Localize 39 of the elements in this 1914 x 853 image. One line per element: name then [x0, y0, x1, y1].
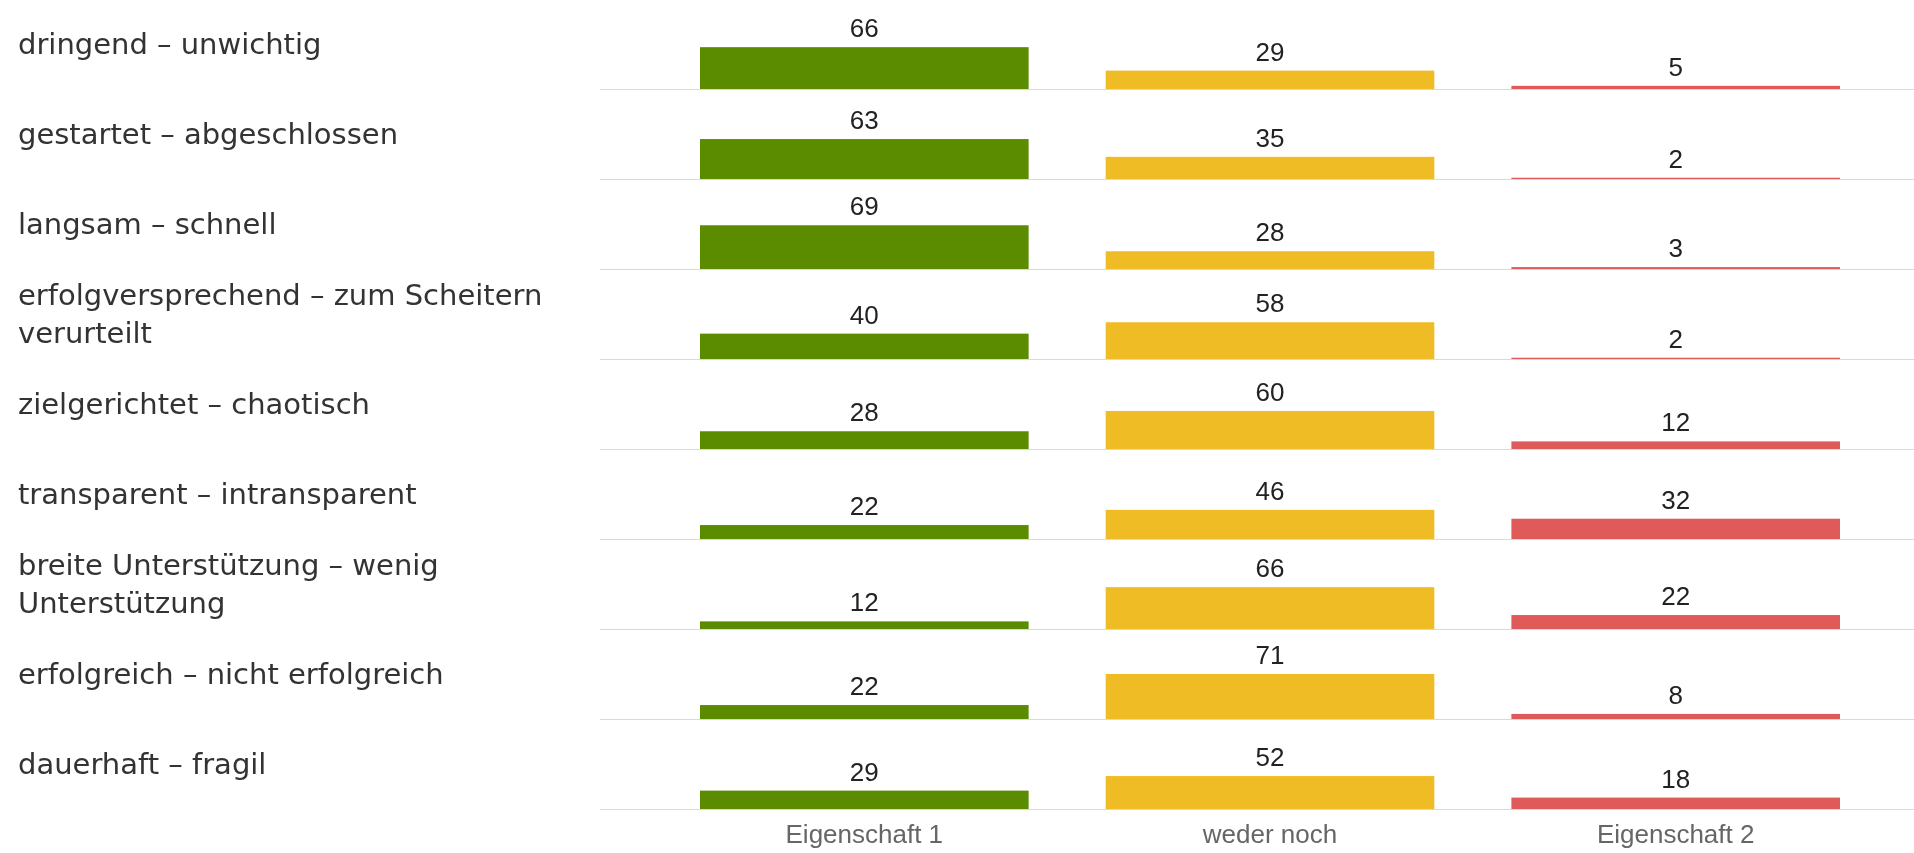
y-axis-title: erfolgreich – nicht erfolgreich	[18, 657, 444, 691]
data-label: 46	[1255, 475, 1285, 506]
x-tick-label: weder noch	[1201, 819, 1338, 849]
y-axis-title: dauerhaft – fragil	[18, 747, 267, 781]
data-label: 28	[849, 397, 879, 428]
data-label: 66	[1255, 553, 1285, 584]
data-label: 28	[1255, 217, 1285, 248]
data-label: 40	[849, 299, 879, 330]
x-tick-label: Eigenschaft 2	[1596, 819, 1755, 849]
data-label: 12	[849, 587, 879, 618]
y-axis-title: breite Unterstützung – wenig Unterstützung	[18, 548, 439, 620]
y-axis-title: transparent – intransparent	[18, 477, 417, 511]
data-label: 69	[849, 191, 879, 222]
data-label: 29	[849, 756, 879, 787]
data-label: 2	[1668, 143, 1683, 174]
data-label: 18	[1661, 763, 1691, 794]
y-axis-title: dringend – unwichtig	[18, 27, 322, 61]
data-label: 52	[1255, 742, 1285, 773]
y-axis-title: erfolgversprechend – zum Scheitern verurteilt	[18, 278, 543, 350]
data-label: 29	[1255, 36, 1285, 67]
x-tick-label: Eigenschaft 1	[785, 819, 944, 849]
data-label: 22	[1661, 581, 1691, 612]
data-label: 71	[1255, 640, 1285, 670]
data-label: 2	[1668, 323, 1683, 354]
data-label: 22	[849, 491, 879, 522]
data-label: 63	[849, 105, 879, 136]
data-label: 60	[1255, 376, 1285, 407]
y-axis-title: langsam – schnell	[18, 207, 277, 241]
data-label: 58	[1255, 288, 1285, 319]
y-axis-title: gestartet – abgeschlossen	[18, 117, 399, 151]
data-label: 5	[1668, 51, 1683, 82]
y-axis-title: zielgerichtet – chaotisch	[18, 387, 370, 421]
data-label: 3	[1668, 233, 1683, 264]
data-label: 66	[849, 13, 879, 44]
data-label: 32	[1661, 484, 1691, 515]
data-label: 35	[1255, 122, 1285, 153]
data-label: 8	[1668, 679, 1683, 710]
data-label: 22	[849, 671, 879, 702]
data-label: 12	[1661, 407, 1691, 438]
